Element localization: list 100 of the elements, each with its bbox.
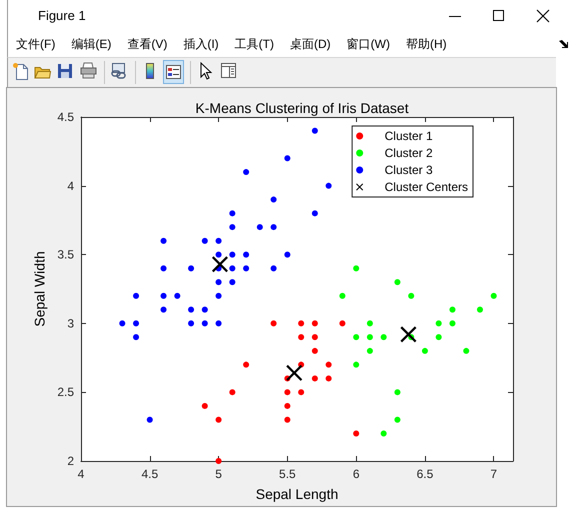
point bbox=[160, 306, 167, 313]
point bbox=[436, 320, 442, 326]
point bbox=[284, 389, 290, 396]
point bbox=[270, 196, 277, 203]
point bbox=[188, 320, 194, 326]
point bbox=[229, 389, 236, 396]
point bbox=[366, 348, 373, 354]
y-tick-label: 2 bbox=[67, 454, 74, 468]
point bbox=[133, 334, 140, 340]
point bbox=[270, 224, 277, 230]
text: 插入(I) bbox=[183, 36, 219, 53]
point bbox=[298, 389, 304, 396]
point bbox=[146, 416, 153, 423]
point bbox=[202, 320, 208, 326]
point bbox=[284, 416, 290, 423]
point bbox=[202, 238, 208, 244]
point bbox=[243, 169, 250, 176]
point bbox=[212, 256, 228, 272]
point bbox=[298, 320, 304, 326]
x-tick-label: 5.5 bbox=[279, 467, 296, 481]
point bbox=[216, 458, 222, 464]
point bbox=[366, 320, 373, 326]
caption: Figure 1 bbox=[38, 8, 86, 23]
point bbox=[422, 348, 428, 354]
point bbox=[216, 279, 222, 286]
point bbox=[326, 182, 332, 189]
point bbox=[160, 292, 167, 299]
point bbox=[216, 252, 222, 258]
x-tick-label: 4 bbox=[78, 467, 85, 481]
text: 工具(T) bbox=[234, 36, 274, 53]
point bbox=[298, 334, 304, 340]
point bbox=[270, 265, 277, 272]
point bbox=[394, 416, 400, 423]
point bbox=[216, 320, 222, 326]
point bbox=[339, 320, 346, 326]
point bbox=[408, 292, 414, 299]
text: 查看(V) bbox=[127, 36, 168, 53]
point bbox=[133, 292, 140, 299]
point bbox=[284, 155, 290, 162]
y-tick-label: 4 bbox=[67, 178, 74, 193]
point bbox=[243, 252, 250, 258]
point bbox=[490, 292, 497, 299]
point bbox=[202, 402, 208, 409]
legend-label: Cluster Centers bbox=[384, 180, 468, 194]
point bbox=[312, 210, 318, 216]
point bbox=[353, 265, 360, 272]
text: 帮助(H) bbox=[406, 36, 447, 53]
x-axis-title: Sepal Length bbox=[256, 486, 338, 502]
point bbox=[394, 389, 400, 396]
x-tick-label: 6 bbox=[352, 467, 360, 481]
point bbox=[400, 326, 416, 342]
point bbox=[326, 375, 332, 382]
text: 桌面(D) bbox=[290, 36, 331, 53]
point bbox=[188, 265, 194, 272]
point bbox=[449, 306, 456, 313]
chart-title: K-Means Clustering of Iris Dataset bbox=[195, 100, 409, 116]
point bbox=[160, 265, 167, 272]
point bbox=[326, 362, 332, 368]
point bbox=[380, 334, 387, 340]
point bbox=[119, 320, 126, 326]
y-axis-title: Sepal Width bbox=[31, 251, 48, 327]
point bbox=[284, 252, 290, 258]
legend-label: Cluster 1 bbox=[384, 129, 433, 143]
point bbox=[449, 320, 456, 326]
point bbox=[229, 279, 236, 286]
x-tick-label: 7 bbox=[490, 467, 498, 481]
point bbox=[174, 292, 180, 299]
point bbox=[216, 238, 222, 244]
text: 文件(F) bbox=[16, 36, 56, 53]
point bbox=[312, 128, 318, 134]
point bbox=[270, 320, 277, 326]
point bbox=[394, 279, 400, 286]
point bbox=[353, 334, 360, 340]
point bbox=[353, 362, 360, 368]
point bbox=[133, 320, 140, 326]
point bbox=[436, 334, 442, 340]
point bbox=[229, 210, 236, 216]
point bbox=[312, 348, 318, 354]
point bbox=[286, 364, 302, 381]
legend-label: Cluster 2 bbox=[384, 146, 433, 160]
point bbox=[284, 402, 290, 409]
point bbox=[229, 265, 236, 272]
point bbox=[312, 375, 318, 382]
x-tick-label: 6.5 bbox=[416, 467, 434, 481]
x-tick-label: 4.5 bbox=[141, 467, 158, 481]
point bbox=[339, 292, 346, 299]
point bbox=[188, 306, 194, 313]
x-tick-label: 5 bbox=[215, 467, 222, 481]
point bbox=[216, 416, 222, 423]
y-tick-label: 2.5 bbox=[57, 385, 74, 400]
y-tick-label: 3.5 bbox=[57, 248, 74, 262]
legend-label: Cluster 3 bbox=[384, 163, 433, 177]
point bbox=[312, 334, 318, 340]
point bbox=[353, 430, 360, 436]
y-tick-label: 4.5 bbox=[57, 110, 74, 124]
point bbox=[463, 348, 470, 354]
point bbox=[160, 238, 167, 244]
point bbox=[256, 224, 263, 230]
y-tick-label: 3 bbox=[67, 316, 74, 330]
point bbox=[312, 320, 318, 326]
